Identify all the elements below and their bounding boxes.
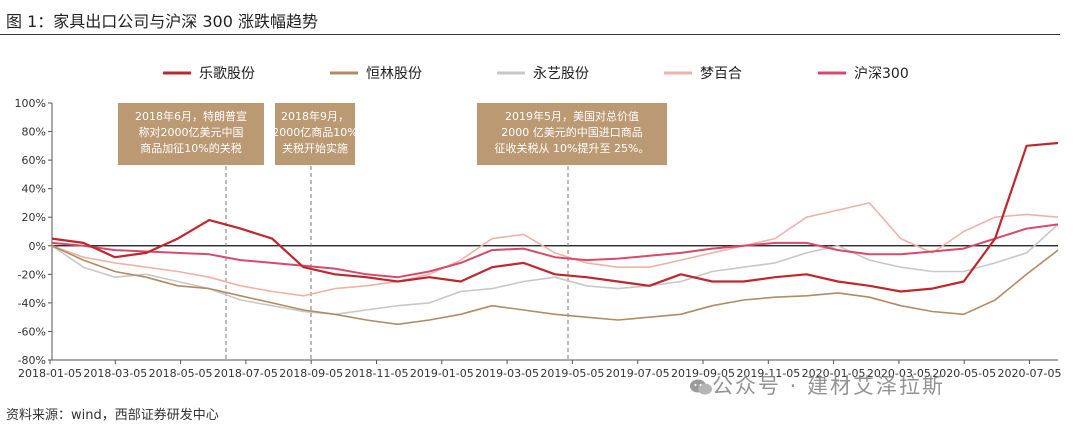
annotation-box xyxy=(477,103,667,165)
annotation-text: 2000 亿美元的中国进口商品 xyxy=(501,125,643,139)
annotation-text: 征收关税从 10%提升至 25%。 xyxy=(495,141,650,155)
y-tick-label: -80% xyxy=(18,354,46,367)
legend-label: 沪深300 xyxy=(854,66,909,82)
legend: 乐歌股份 恒林股份 永艺股份 梦百合 沪深300 xyxy=(163,66,909,82)
x-tick-label: 2020-01-05 xyxy=(802,367,866,380)
x-tick-label: 2019-05-05 xyxy=(540,367,604,380)
y-tick-label: 100% xyxy=(15,97,46,110)
legend-label: 恒林股份 xyxy=(366,66,422,82)
x-tick-label: 2020-07-05 xyxy=(998,367,1062,380)
annotation-box xyxy=(118,103,264,165)
annotation-text: 称对2000亿美元中国 xyxy=(139,125,244,139)
series-lines xyxy=(51,141,1059,326)
y-tick-label: 80% xyxy=(22,126,46,139)
y-axis: 100% 80% 60% 40% 20% 0% -20% -40% -60% -80% xyxy=(15,97,53,367)
legend-label: 梦百合 xyxy=(700,66,742,82)
series-line-1 xyxy=(51,141,1059,293)
x-tick-label: 2018-01-05 xyxy=(18,367,82,380)
series-line-5 xyxy=(51,223,1059,279)
series-line-3 xyxy=(51,223,1059,316)
title-rule xyxy=(0,34,1060,35)
annotation-text: 2018年9月， xyxy=(281,109,349,123)
y-tick-label: 60% xyxy=(22,154,46,167)
y-tick-label: -20% xyxy=(18,268,46,281)
legend-label: 永艺股份 xyxy=(533,66,589,82)
x-tick-label: 2018-11-05 xyxy=(345,367,409,380)
watermark: 公众号 · 建材艾泽拉斯 xyxy=(712,374,946,398)
annotation-text: 2018年6月，特朗普宣 xyxy=(135,109,247,123)
x-tick-label: 2018-05-05 xyxy=(149,367,213,380)
annotation-text: 2000亿商品10% xyxy=(272,125,357,139)
y-tick-label: -40% xyxy=(18,297,46,310)
legend-label: 乐歌股份 xyxy=(199,66,255,82)
x-tick-label: 2018-07-05 xyxy=(214,367,278,380)
x-tick-label: 2019-09-05 xyxy=(671,367,735,380)
x-tick-label: 2019-11-05 xyxy=(736,367,800,380)
series-line-2 xyxy=(51,245,1059,326)
source-note: 资料来源：wind，西部证券研发中心 xyxy=(6,408,219,423)
x-tick-label: 2019-01-05 xyxy=(410,367,474,380)
y-tick-label: 20% xyxy=(22,211,46,224)
y-tick-label: 0% xyxy=(29,240,46,253)
annotation-text: 2019年5月，美国对总价值 xyxy=(505,109,639,123)
x-tick-label: 2020-03-05 xyxy=(867,367,931,380)
x-tick-label: 2018-03-05 xyxy=(83,367,147,380)
series-line-4 xyxy=(51,202,1059,297)
annotation-text: 商品加征10%的关税 xyxy=(140,141,241,155)
y-tick-label: 40% xyxy=(22,183,46,196)
x-tick-label: 2019-03-05 xyxy=(475,367,539,380)
annotation-text: 关税开始实施 xyxy=(282,141,348,155)
x-tick-label: 2018-09-05 xyxy=(279,367,343,380)
y-tick-label: -60% xyxy=(18,325,46,338)
figure-title: 图 1：家具出口公司与沪深 300 涨跌幅趋势 xyxy=(6,12,318,31)
x-tick-label: 2020-05-05 xyxy=(932,367,996,380)
x-axis: 2018-01-05 2018-03-05 2018-05-05 2018-07-05… xyxy=(18,245,1062,380)
annotation-box xyxy=(275,103,355,165)
wechat-icon xyxy=(690,379,712,395)
x-tick-label: 2019-07-05 xyxy=(606,367,670,380)
